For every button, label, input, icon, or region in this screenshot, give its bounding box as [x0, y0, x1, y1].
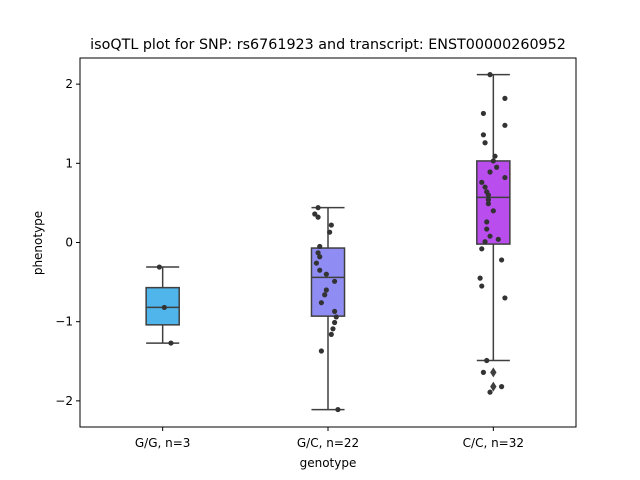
data-point	[318, 348, 324, 354]
data-point	[315, 205, 321, 211]
data-point	[477, 275, 483, 281]
x-axis: G/G, n=3 G/C, n=22 C/C, n=32	[135, 427, 524, 450]
data-point	[485, 201, 491, 207]
data-point	[479, 179, 485, 185]
box-iqr	[310, 247, 346, 317]
data-point	[502, 95, 508, 101]
box-iqr	[476, 160, 511, 245]
data-point	[490, 208, 496, 214]
outlier-marker	[490, 367, 497, 378]
x-tick-label: C/C, n=32	[463, 436, 524, 450]
data-point	[317, 254, 323, 260]
data-point	[323, 287, 329, 293]
data-point	[499, 257, 505, 263]
data-point	[323, 271, 329, 277]
data-point	[332, 278, 338, 284]
boxes-layer	[145, 73, 511, 411]
data-point	[335, 406, 341, 413]
data-point	[485, 197, 491, 203]
data-point	[480, 110, 487, 117]
data-point	[315, 214, 321, 220]
data-point	[332, 308, 338, 314]
data-point	[499, 384, 505, 390]
data-point	[482, 140, 488, 146]
data-point	[482, 184, 488, 190]
data-point	[487, 233, 493, 239]
data-point	[494, 164, 500, 170]
data-point	[333, 314, 339, 320]
data-point	[480, 369, 487, 375]
data-point	[330, 326, 336, 332]
data-point	[318, 300, 324, 306]
chart-title: isoQTL plot for SNP: rs6761923 and trans…	[90, 37, 566, 53]
data-point	[487, 169, 493, 175]
data-point	[327, 229, 333, 235]
data-point	[490, 158, 496, 164]
data-point	[332, 319, 338, 326]
data-point	[328, 331, 334, 337]
data-point	[502, 174, 508, 181]
data-point	[312, 211, 318, 217]
data-point	[317, 267, 323, 273]
data-point	[484, 226, 490, 232]
y-tick-label: −1	[55, 315, 73, 329]
data-point	[485, 192, 491, 198]
x-axis-label: genotype	[300, 456, 357, 470]
x-tick-label: G/G, n=3	[135, 436, 191, 450]
points-layer	[156, 72, 508, 413]
data-point	[328, 222, 334, 228]
data-point	[502, 122, 508, 128]
data-point	[313, 260, 320, 266]
data-point	[322, 292, 328, 298]
data-point	[479, 246, 485, 252]
outlier-marker	[490, 381, 497, 392]
y-tick-label: −2	[55, 394, 73, 408]
data-point	[156, 264, 162, 270]
data-point	[487, 72, 493, 78]
data-point	[487, 389, 493, 395]
data-point	[168, 340, 174, 346]
data-point	[482, 239, 488, 245]
data-point	[484, 219, 490, 225]
data-point	[502, 295, 508, 301]
y-tick-label: 2	[65, 77, 73, 91]
y-tick-label: 1	[65, 156, 73, 170]
data-point	[495, 236, 501, 242]
x-tick-label: G/C, n=22	[297, 436, 359, 450]
data-point	[479, 283, 485, 289]
data-point	[317, 243, 323, 250]
data-point	[492, 153, 498, 159]
data-point	[315, 250, 321, 256]
data-point	[161, 304, 167, 311]
y-axis-label: phenotype	[31, 211, 45, 275]
data-point	[480, 132, 487, 138]
y-axis: −2 −1 0 1 2	[55, 77, 80, 408]
data-point	[484, 357, 490, 364]
y-tick-label: 0	[65, 236, 73, 250]
